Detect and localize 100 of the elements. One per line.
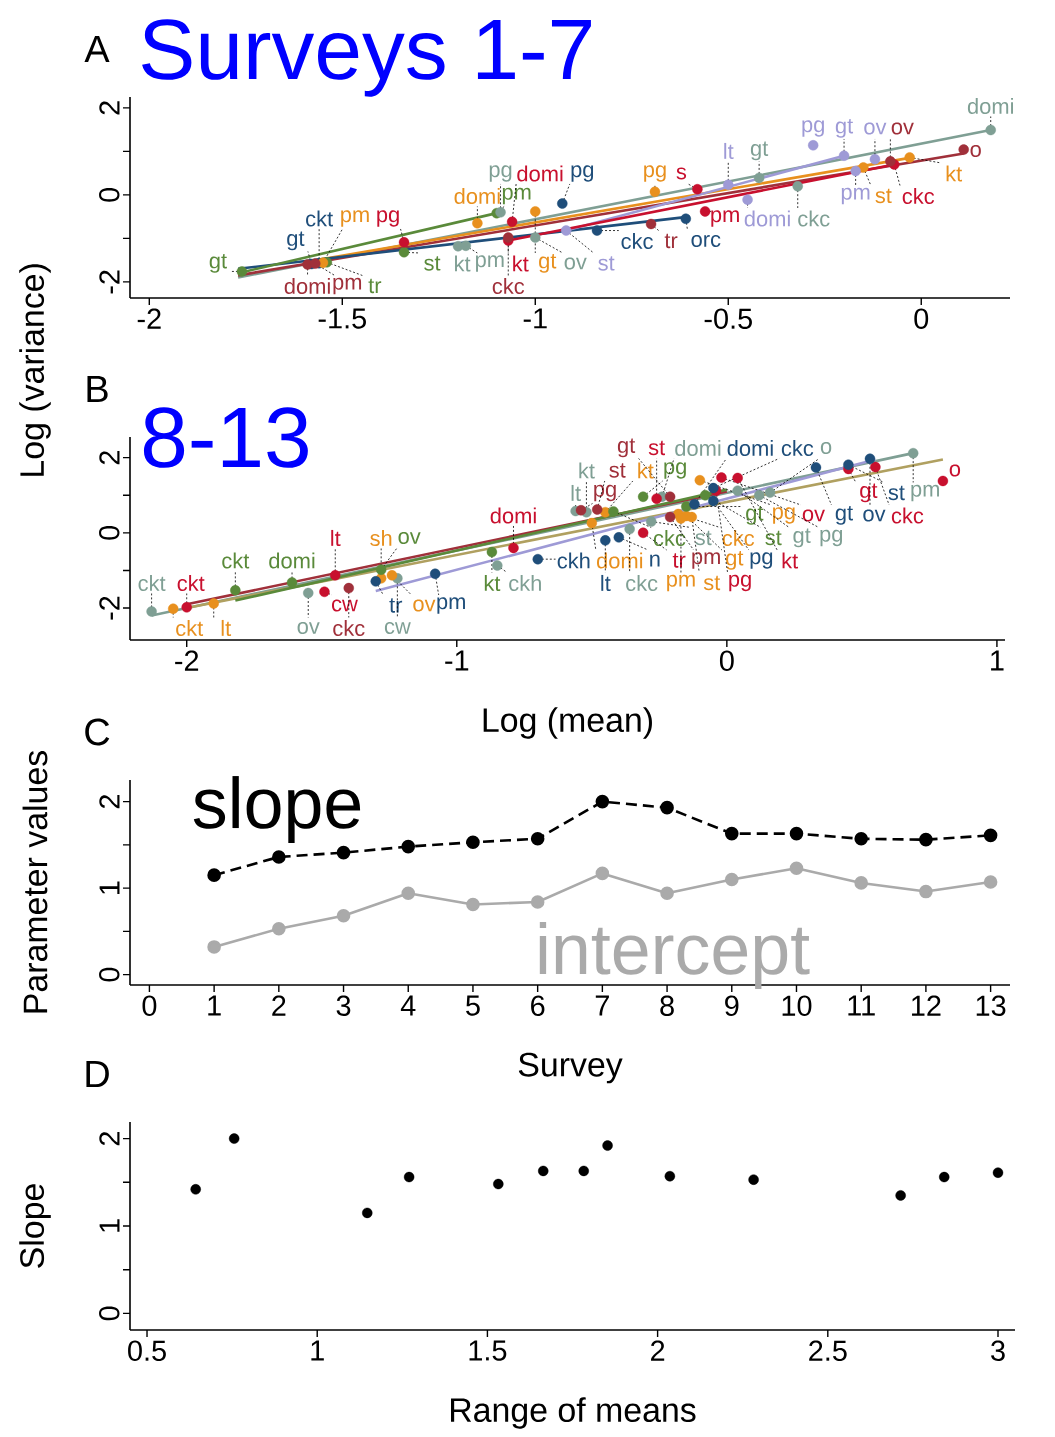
annotation: ov: [802, 509, 825, 522]
annotation: kt: [513, 255, 529, 272]
annotation: ckt: [138, 574, 166, 592]
series-label: slope: [193, 776, 361, 843]
annotation: domi: [675, 439, 721, 457]
annotation: lt: [221, 619, 232, 637]
annotation: pm: [502, 187, 531, 205]
annotation: kt: [484, 574, 501, 592]
annotation: st: [648, 440, 666, 456]
annotation: ckc: [492, 277, 525, 295]
annotation: pg: [489, 165, 512, 182]
annotation: tr: [672, 553, 686, 568]
annotation: domi: [490, 507, 536, 524]
annotation: st: [695, 530, 712, 546]
annotation: cw: [331, 599, 358, 612]
annotation: ckc: [333, 619, 365, 637]
x-tick-label: -1: [445, 650, 469, 671]
y-tick-label: 0: [99, 187, 120, 202]
annotation: ckt: [177, 574, 205, 592]
x-tick-label: 1: [311, 1340, 324, 1361]
annotation: pm: [667, 574, 695, 592]
annotation: ov: [863, 509, 886, 522]
annotation: ov: [398, 531, 421, 544]
annotation: domi: [284, 277, 330, 295]
annotation: o: [970, 144, 981, 157]
y-tick-label: -2: [99, 270, 120, 294]
annotation: st: [888, 485, 905, 501]
x-tick-label: 13: [976, 995, 1006, 1016]
annotation: domi: [269, 552, 315, 569]
annotation: gt: [539, 254, 557, 273]
y-tick-label: 1: [99, 881, 120, 894]
series-label: intercept: [539, 922, 810, 989]
annotation: domi: [744, 210, 790, 227]
annotation: pm: [437, 597, 465, 614]
annotation: n: [650, 554, 660, 567]
x-tick-label: 2: [651, 1340, 665, 1361]
annotation: cw: [384, 621, 411, 634]
annotation: ckc: [653, 529, 686, 547]
chart-title: 8-13: [143, 407, 308, 468]
annotation: ckc: [781, 439, 814, 457]
annotation: pg: [644, 165, 666, 182]
y-tick-label: 0: [99, 525, 120, 540]
y-tick-label: 0: [99, 967, 120, 982]
annotation: lt: [331, 529, 341, 547]
x-tick-label: -1.5: [318, 308, 366, 329]
x-tick-label: 2: [272, 995, 286, 1016]
annotation: ov: [564, 257, 587, 270]
annotation: pm: [333, 277, 362, 295]
annotation: st: [609, 463, 626, 478]
annotation: s: [676, 167, 687, 180]
x-tick-label: 9: [725, 995, 739, 1016]
annotation: ckt: [176, 619, 204, 637]
annotation: st: [875, 188, 892, 204]
x-tick-label: 7: [595, 995, 609, 1016]
x-tick-label: 0: [719, 650, 734, 671]
x-tick-label: -0.5: [704, 308, 752, 329]
annotation: kt: [946, 165, 963, 182]
annotation: tr: [368, 278, 382, 294]
x-tick-label: 12: [912, 995, 941, 1016]
x-tick-label: 1.5: [469, 1340, 507, 1361]
annotation: pm: [711, 210, 739, 227]
annotation: st: [598, 256, 615, 271]
x-tick-label: 0: [142, 995, 157, 1016]
annotation: pg: [664, 462, 686, 479]
annotation: gt: [287, 231, 305, 251]
annotation: kt: [455, 255, 471, 272]
x-tick-label: 3: [991, 1340, 1005, 1361]
annotation: gt: [617, 438, 636, 458]
annotation: gt: [793, 528, 811, 548]
annotation: st: [765, 530, 782, 546]
x-tick-label: 11: [848, 995, 875, 1016]
x-tick-label: 5: [466, 995, 480, 1016]
annotation: pg: [802, 120, 824, 137]
annotation: pg: [594, 484, 616, 502]
y-tick-label: 2: [99, 101, 120, 115]
annotation: lt: [724, 142, 734, 159]
x-tick-label: -2: [175, 650, 199, 671]
annotation: gt: [835, 506, 853, 525]
annotation: domi: [454, 187, 500, 205]
text: D: [86, 1060, 109, 1088]
annotation: ov: [297, 621, 320, 634]
annotation: domi: [596, 552, 643, 569]
annotation: lt: [571, 484, 581, 502]
annotation: pm: [341, 210, 369, 227]
annotation: ckh: [557, 552, 590, 569]
annotation: gt: [209, 254, 227, 273]
y-axis-title: Slope: [19, 1184, 51, 1268]
annotation: ov: [864, 122, 887, 135]
annotation: st: [424, 256, 441, 271]
annotation: ov: [413, 599, 436, 612]
annotation: ckc: [722, 529, 755, 547]
x-tick-label: 0: [914, 308, 929, 329]
annotation: pg: [750, 552, 773, 569]
x-tick-label: 3: [336, 995, 351, 1016]
annotation: gt: [860, 483, 878, 503]
x-axis-title: Range of means: [451, 1397, 696, 1429]
x-tick-label: 4: [400, 995, 416, 1016]
y-tick-label: 2: [99, 795, 120, 809]
annotation: o: [949, 464, 961, 477]
annotation: gt: [835, 119, 854, 138]
